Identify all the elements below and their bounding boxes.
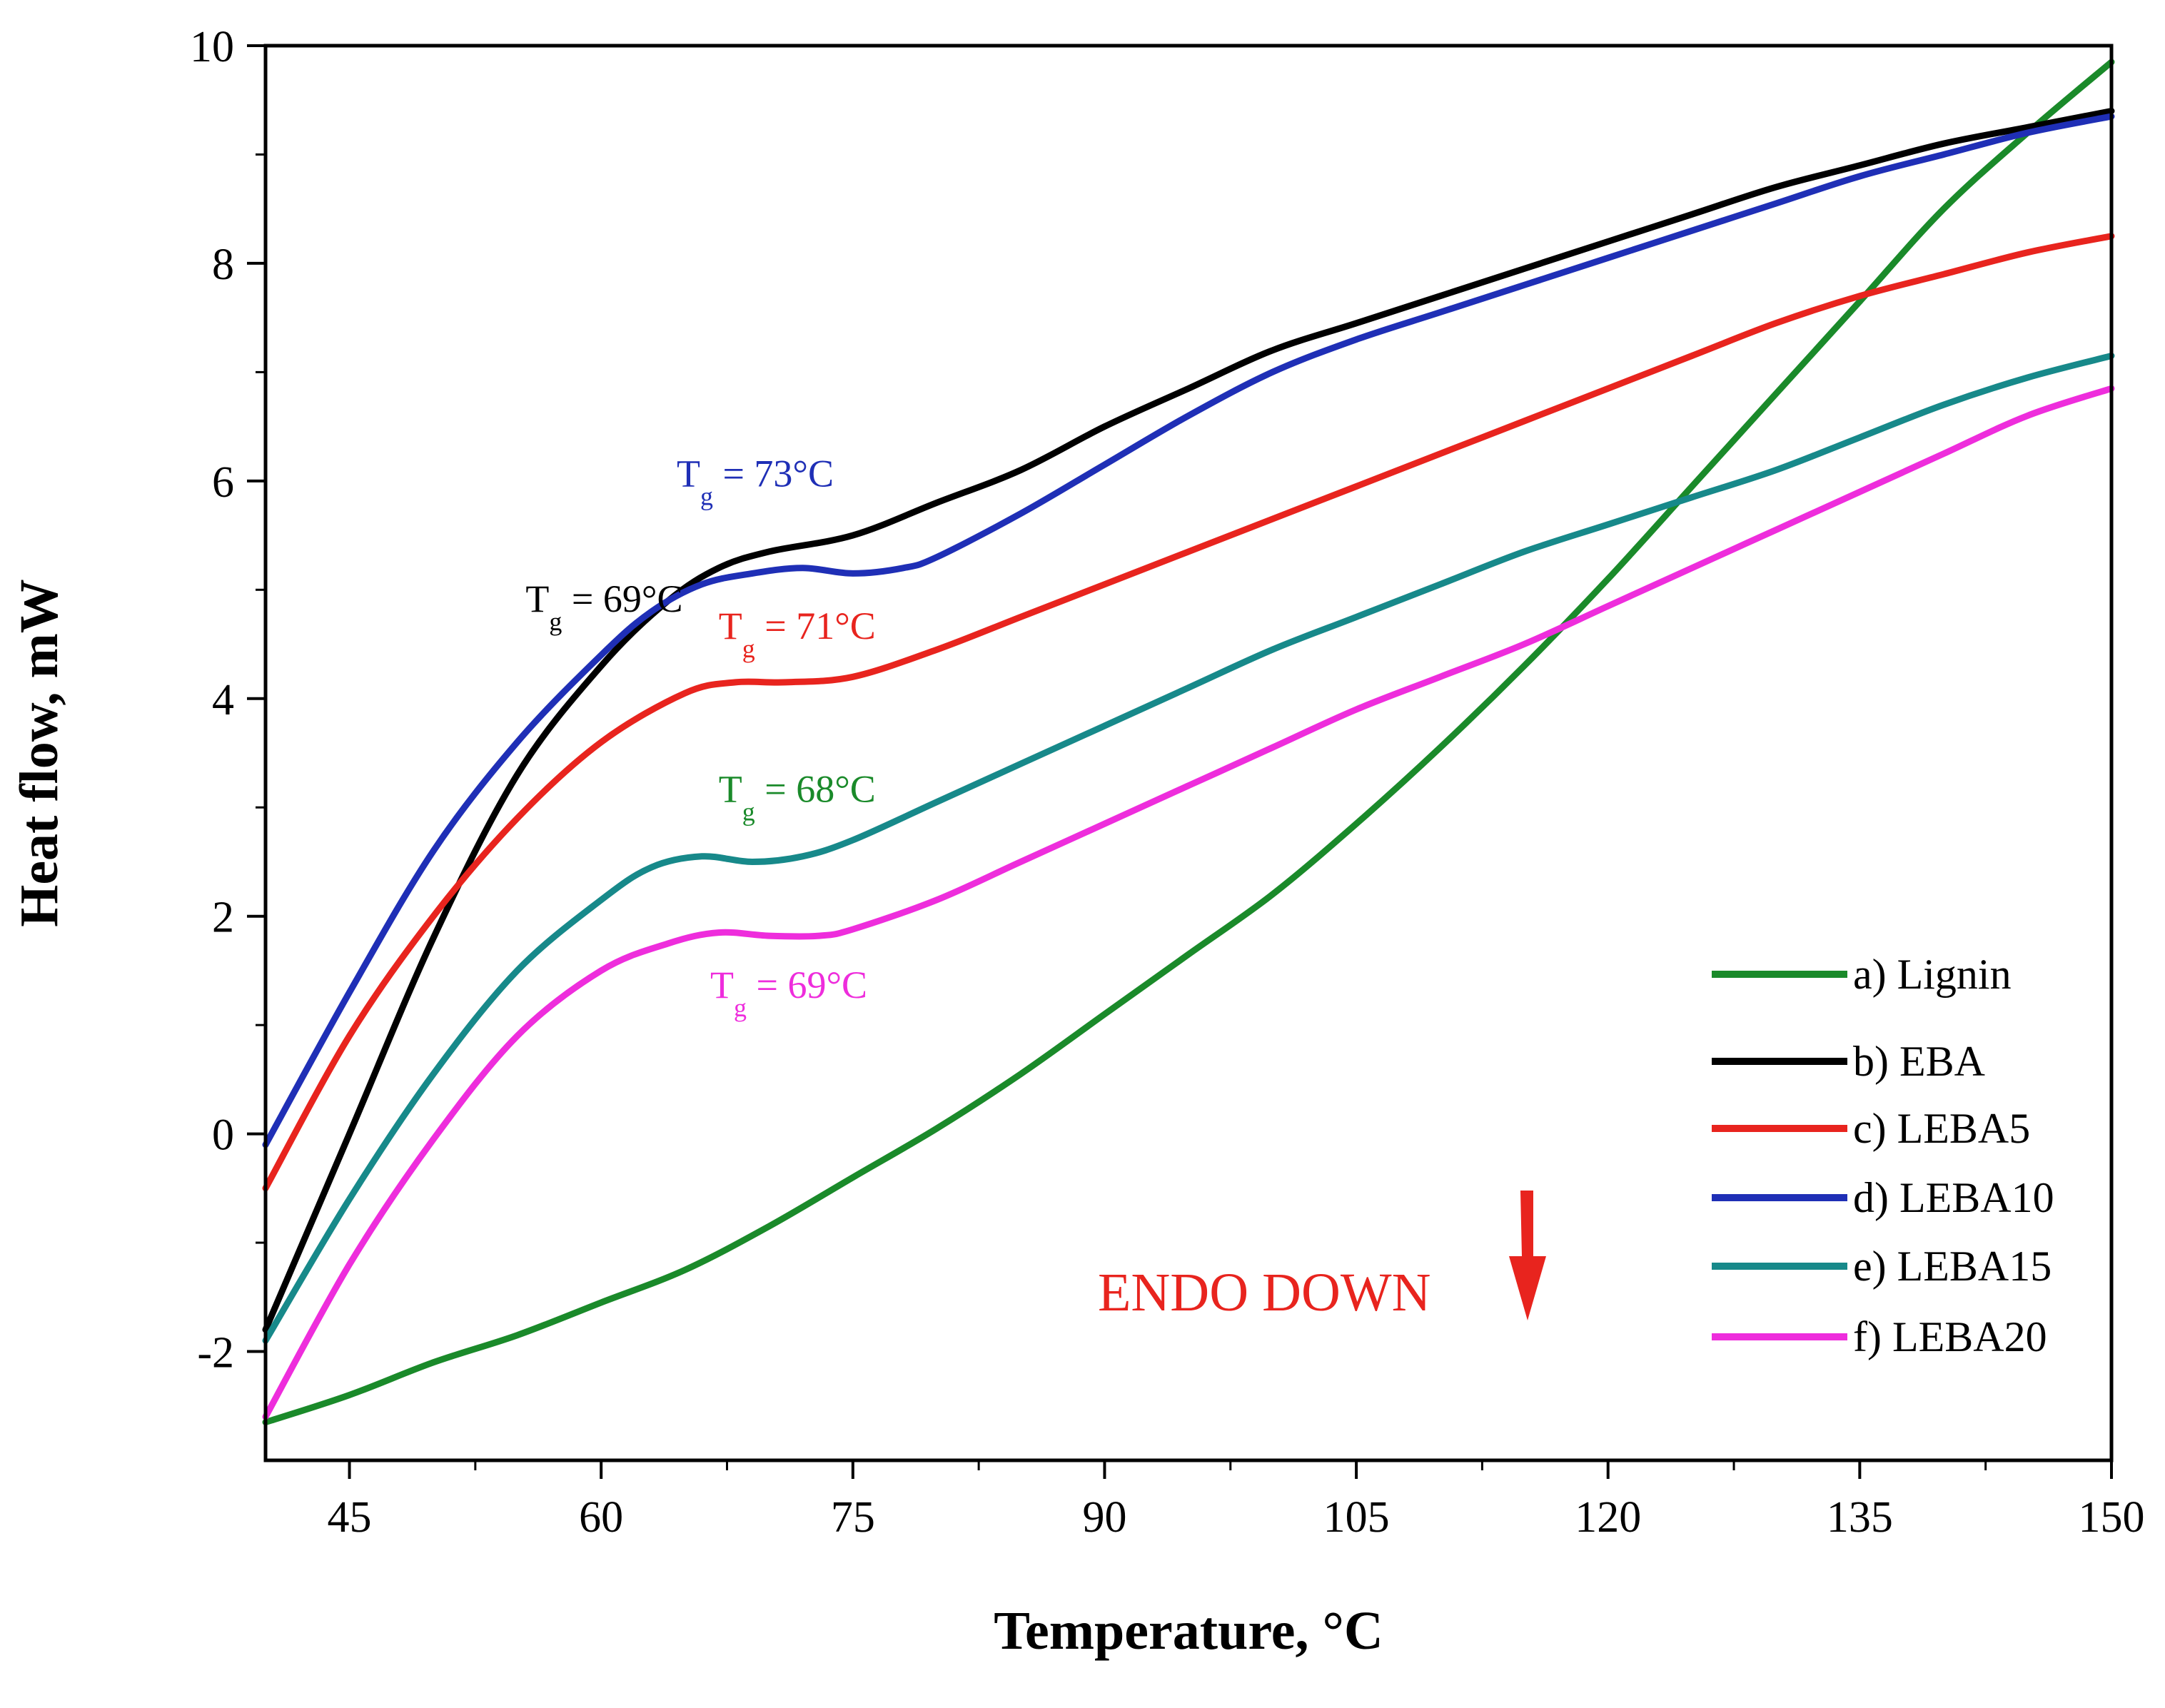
series-line-leba20	[262, 385, 2115, 1420]
legend-label-leba5: c) LEBA5	[1853, 1105, 2030, 1152]
x-tick-label: 60	[579, 1493, 623, 1542]
legend-label-eba: b) EBA	[1853, 1038, 1985, 1085]
y-tick-labels: -2 0 2 4 6 8 10	[190, 23, 234, 1378]
tg-annotation: Tg = 69°C	[525, 577, 682, 636]
legend: a) Lignin b) EBA c) LEBA5 d) LEBA10 e) LEBA1…	[1712, 951, 2054, 1360]
tg-annotation: Tg = 71°C	[719, 605, 876, 663]
series-line-lignin	[262, 59, 2115, 1426]
tg-annotation: Tg = 73°C	[677, 452, 834, 510]
down-arrow-icon	[1509, 1191, 1546, 1320]
y-tick-label: 4	[212, 676, 234, 724]
tg-annotations: Tg = 69°C Tg = 73°C Tg = 71°C Tg = 68°C Tg =…	[525, 452, 875, 1022]
x-tick-label: 135	[1827, 1493, 1893, 1542]
x-tick-label: 75	[831, 1493, 875, 1542]
legend-label-leba10: d) LEBA10	[1853, 1174, 2054, 1221]
series-line-leba15	[262, 353, 2115, 1344]
x-axis-title: Temperature, °C	[994, 1601, 1383, 1661]
endo-down-marker: ENDO DOWN	[1098, 1191, 1546, 1323]
legend-label-leba20: f) LEBA20	[1853, 1313, 2047, 1360]
y-tick-label: 6	[212, 458, 234, 507]
x-tick-label: 120	[1575, 1493, 1641, 1542]
tg-annotation: Tg = 68°C	[719, 768, 876, 827]
y-tick-label: 2	[212, 894, 234, 942]
x-tick-label: 150	[2079, 1493, 2145, 1542]
series-lines	[262, 59, 2115, 1426]
x-tick-label: 105	[1323, 1493, 1390, 1542]
tg-annotation: Tg = 69°C	[710, 964, 867, 1022]
series-line-eba	[262, 108, 2115, 1333]
legend-label-lignin: a) Lignin	[1853, 951, 2012, 998]
series-line-leba10	[262, 113, 2115, 1148]
x-tick-labels: 45 60 75 90 105 120 135 150	[328, 1493, 2145, 1542]
x-tick-label: 45	[328, 1493, 372, 1542]
series-line-leba5	[262, 233, 2115, 1192]
plot-frame	[263, 44, 2114, 1462]
legend-label-leba15: e) LEBA15	[1853, 1243, 2052, 1290]
y-axis-title: Heat flow, mW	[9, 579, 69, 927]
y-tick-label: 8	[212, 241, 234, 289]
y-tick-label: 0	[212, 1111, 234, 1160]
x-tick-label: 90	[1082, 1493, 1126, 1542]
y-tick-label: 10	[190, 23, 234, 71]
endo-down-label: ENDO DOWN	[1098, 1263, 1430, 1323]
y-tick-label: -2	[197, 1329, 234, 1378]
